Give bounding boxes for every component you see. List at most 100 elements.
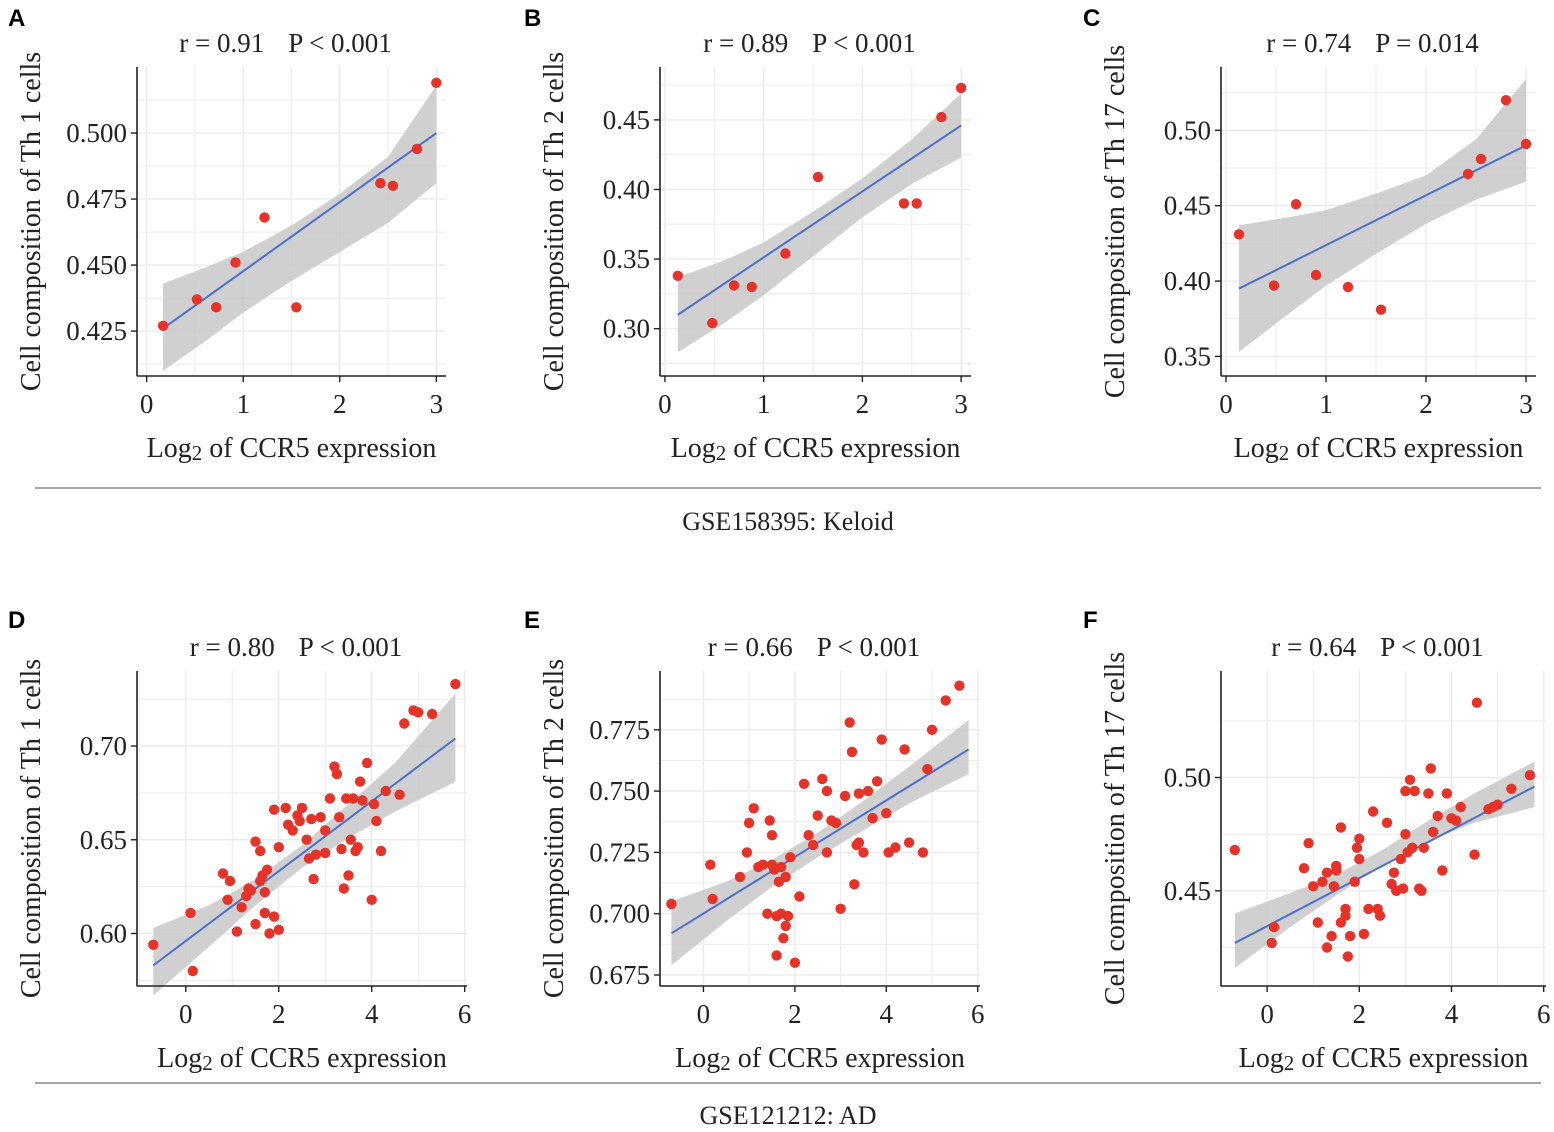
data-point bbox=[268, 804, 280, 815]
data-point bbox=[450, 678, 461, 690]
panel-letter: B bbox=[524, 5, 541, 32]
data-point bbox=[1321, 867, 1333, 878]
x-tick-label: 3 bbox=[430, 389, 444, 419]
data-point bbox=[294, 815, 305, 827]
x-tick-label: 2 bbox=[333, 389, 347, 419]
data-point bbox=[1298, 863, 1310, 874]
data-point bbox=[331, 768, 343, 780]
regression-line bbox=[670, 748, 970, 935]
x-axis-label: Log2 of CCR5 expression bbox=[147, 433, 437, 465]
data-point bbox=[431, 77, 442, 89]
y-axis-label: Cell composition of Th 1 cells bbox=[16, 659, 47, 998]
x-tick-label: 6 bbox=[1537, 999, 1551, 1029]
data-point bbox=[1308, 881, 1319, 892]
data-point bbox=[1506, 783, 1517, 794]
data-point bbox=[762, 908, 773, 919]
x-axis-label: Log2 of CCR5 expression bbox=[675, 1043, 965, 1075]
data-point bbox=[1492, 799, 1503, 810]
data-point bbox=[341, 793, 352, 804]
data-point bbox=[1331, 860, 1342, 872]
x-axis-label: Log2 of CCR5 expression bbox=[1239, 1043, 1529, 1075]
p-value: P < 0.001 bbox=[299, 632, 403, 662]
data-point bbox=[728, 280, 740, 291]
data-point bbox=[413, 707, 424, 718]
data-point bbox=[380, 785, 391, 797]
x-tick-label: 0 bbox=[1219, 389, 1233, 419]
y-tick-label: 0.40 bbox=[1164, 266, 1211, 296]
y-tick-label: 0.500 bbox=[66, 118, 127, 148]
data-point bbox=[1354, 853, 1365, 865]
data-point bbox=[1328, 881, 1340, 892]
data-point bbox=[1268, 921, 1280, 933]
data-point bbox=[807, 839, 819, 851]
data-point bbox=[782, 910, 794, 922]
data-point bbox=[1423, 788, 1434, 799]
data-point bbox=[1381, 817, 1393, 828]
data-point bbox=[250, 918, 261, 930]
data-point bbox=[1290, 199, 1302, 210]
data-point bbox=[261, 864, 273, 875]
data-point bbox=[1500, 95, 1512, 106]
data-point bbox=[803, 830, 814, 841]
x-tick-label: 1 bbox=[1319, 389, 1333, 419]
data-point bbox=[853, 788, 865, 799]
data-point bbox=[940, 695, 951, 706]
data-point bbox=[821, 847, 833, 858]
data-point bbox=[830, 817, 842, 829]
data-point bbox=[315, 812, 326, 823]
data-point bbox=[1395, 853, 1407, 865]
data-point bbox=[250, 836, 261, 847]
x-tick-label: 2 bbox=[272, 999, 286, 1029]
scatter-panel-d: D 0 2 4 6 0.60 0.65 0.70 r = 0.80 P < 0.001 Log2 o… bbox=[8, 607, 471, 1075]
data-point bbox=[1524, 770, 1536, 781]
data-point bbox=[1342, 281, 1354, 293]
data-point bbox=[1409, 785, 1420, 797]
data-point bbox=[1344, 930, 1356, 942]
data-point bbox=[1437, 865, 1448, 876]
data-point bbox=[1326, 930, 1337, 942]
data-point bbox=[338, 883, 349, 894]
data-point bbox=[308, 873, 319, 885]
panel-letter: F bbox=[1083, 607, 1098, 634]
regression-line bbox=[677, 124, 962, 316]
data-point bbox=[1400, 785, 1411, 797]
data-point bbox=[798, 778, 810, 789]
data-point bbox=[268, 911, 280, 922]
y-axis-label: Cell composition of Th 2 cells bbox=[539, 659, 570, 998]
y-tick-label: 0.40 bbox=[603, 174, 650, 204]
x-tick-label: 4 bbox=[1445, 999, 1459, 1029]
y-tick-label: 0.45 bbox=[603, 105, 650, 135]
data-point bbox=[780, 920, 791, 932]
data-point bbox=[148, 939, 159, 950]
x-tick-label: 2 bbox=[1353, 999, 1367, 1029]
data-point bbox=[291, 302, 302, 313]
x-tick-label: 4 bbox=[880, 999, 894, 1029]
data-point bbox=[320, 825, 331, 836]
data-point bbox=[191, 294, 203, 305]
p-value: P < 0.001 bbox=[812, 28, 916, 58]
data-point bbox=[705, 859, 716, 870]
regression-line bbox=[162, 132, 437, 330]
confidence-band bbox=[163, 85, 437, 371]
data-point bbox=[361, 757, 373, 769]
p-value: P < 0.001 bbox=[288, 28, 392, 58]
x-tick-label: 1 bbox=[757, 389, 771, 419]
x-axis-label: Log2 of CCR5 expression bbox=[157, 1043, 447, 1075]
data-point bbox=[259, 887, 270, 898]
data-point bbox=[1266, 937, 1277, 949]
data-point bbox=[955, 82, 967, 94]
y-tick-label: 0.450 bbox=[66, 250, 127, 280]
data-point bbox=[926, 724, 938, 735]
scatter-panel-b: B 0 1 2 3 0.30 0.35 0.40 0.45 r = 0.89 P < 0.001 Lo… bbox=[524, 5, 971, 465]
data-point bbox=[343, 870, 354, 881]
data-point bbox=[746, 281, 757, 293]
data-point bbox=[839, 790, 851, 802]
data-point bbox=[375, 845, 387, 857]
panel-letter: C bbox=[1083, 5, 1100, 32]
y-tick-label: 0.65 bbox=[80, 825, 127, 855]
data-point bbox=[881, 808, 892, 819]
scatter-panel-e: E 0 2 4 6 0.675 0.700 0.725 0.750 0.775 r = 0.66 P … bbox=[524, 607, 984, 1075]
x-tick-label: 0 bbox=[140, 389, 154, 419]
data-point bbox=[789, 957, 801, 968]
data-point bbox=[778, 933, 789, 944]
